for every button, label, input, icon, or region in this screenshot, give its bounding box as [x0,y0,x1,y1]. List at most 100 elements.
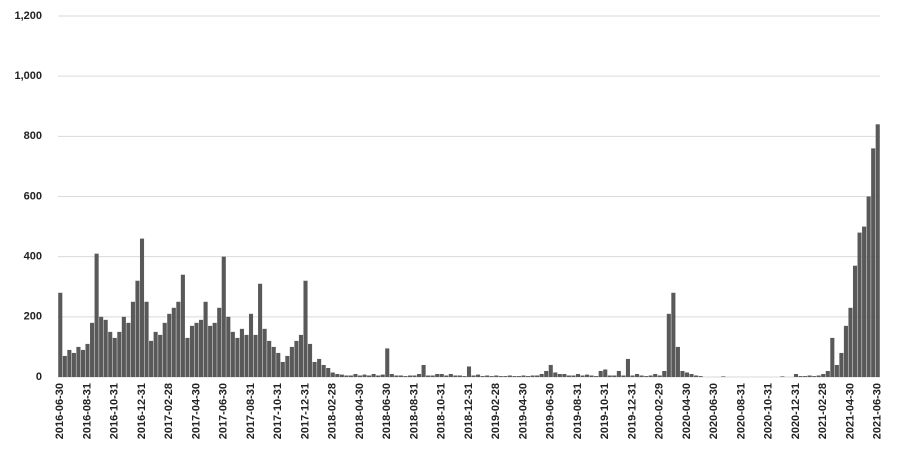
bar [149,340,154,377]
bar [308,343,313,377]
bar [793,373,799,377]
bar [816,375,821,377]
bar [189,325,195,377]
bar [167,313,172,377]
bar [90,322,95,377]
bar [162,322,167,377]
bar [448,373,453,377]
bar [666,313,671,377]
bar [421,364,426,377]
bar [76,346,81,377]
x-tick-label: 2020-10-31 [763,383,775,439]
bar [657,375,662,377]
bar [139,238,145,377]
bar [462,376,467,377]
bar [512,376,517,377]
bar [457,375,462,377]
x-tick-label: 2018-02-28 [327,383,339,439]
bar [444,375,449,377]
bar [103,319,108,377]
bar [503,376,508,377]
x-tick-label: 2021-02-28 [817,383,829,439]
bar [117,331,122,377]
x-tick-label: 2018-12-31 [463,383,475,439]
x-tick-label: 2019-02-28 [490,383,502,439]
bar [353,373,358,377]
bar [221,256,226,377]
bar [317,358,322,377]
bar [144,301,149,377]
bar [834,364,839,377]
bar [494,375,499,377]
y-tick-label: 1,200 [14,10,42,22]
x-tick-label: 2020-08-31 [735,383,747,439]
bar [485,375,490,377]
bar [644,376,649,377]
bar [285,355,290,377]
bar [130,301,135,377]
x-tick-label: 2017-12-31 [299,383,311,439]
bar [594,376,599,377]
bar [199,319,204,377]
bar [298,334,304,377]
x-tick-label: 2020-02-29 [654,383,666,439]
bar [135,280,140,377]
bar [821,373,826,377]
x-tick-label: 2016-08-31 [81,383,93,439]
bar [326,367,331,377]
bar [412,375,417,377]
bar [321,364,326,377]
bar [839,352,844,377]
bar [516,376,521,377]
bar [80,349,86,377]
bar [262,328,267,377]
x-tick-label: 2016-10-31 [109,383,121,439]
bar [367,375,372,377]
bar [403,376,408,377]
x-tick-label: 2016-12-31 [136,383,148,439]
bar [553,372,558,377]
bar [203,301,208,377]
bar [585,374,590,377]
bar [675,346,680,377]
x-tick-label: 2017-08-31 [245,383,257,439]
x-tick-label: 2017-06-30 [218,383,230,439]
bar [625,358,630,377]
bar [398,375,403,377]
bar [217,307,222,377]
bar [630,375,635,377]
bar [435,373,440,377]
bar [212,322,217,377]
x-tick-label: 2018-06-30 [381,383,393,439]
bar [843,325,848,377]
bar [671,292,676,377]
bar [276,352,281,377]
bar [471,375,476,377]
bar [566,375,571,377]
bar [294,340,299,377]
bar [158,334,163,377]
bar [280,361,285,377]
bar [807,375,812,377]
y-tick-label: 800 [24,130,42,142]
bar [694,375,699,377]
bar [335,373,340,377]
bar [648,375,653,377]
x-tick-label: 2018-10-31 [436,383,448,439]
x-tick-label: 2017-10-31 [272,383,284,439]
bar [689,373,694,377]
bar [439,373,444,377]
bar [557,373,562,377]
bar [271,346,276,377]
bar [507,375,512,377]
bar [562,373,567,377]
bar [58,292,63,377]
bar [875,124,880,377]
x-tick-label: 2016-06-30 [54,383,66,439]
bar [780,376,785,377]
bar [289,346,294,377]
bar [862,226,867,377]
x-tick-label: 2020-12-31 [790,383,802,439]
bar [530,375,535,377]
